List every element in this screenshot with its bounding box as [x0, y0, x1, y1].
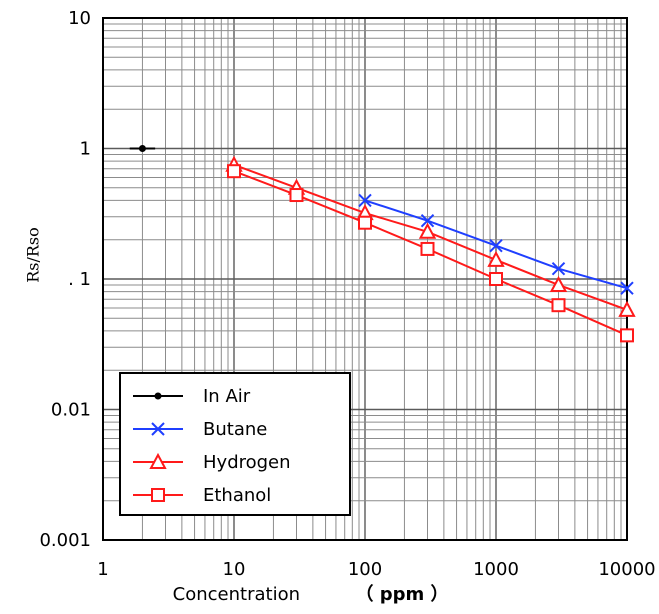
data-point-butane-stroke-b	[620, 281, 634, 295]
x-axis-unit: （ ppm ）	[355, 584, 448, 605]
legend-label-butane: Butane	[203, 419, 267, 440]
x-tick-label: 100	[348, 559, 382, 580]
legend-item-hydrogen: Hydrogen	[133, 452, 291, 473]
y-tick-label: 0.01	[51, 400, 91, 421]
y-axis-title: Rs/Rso	[24, 227, 43, 283]
y-tick-label: 0.001	[39, 530, 91, 551]
x-tick-label: 1000	[473, 559, 519, 580]
data-point-ethanol	[620, 328, 634, 343]
data-point-butane	[489, 238, 503, 253]
legend-items: In Air Butane Hydrogen Ethanol	[133, 386, 291, 506]
x-tick-label: 10	[223, 559, 246, 580]
series-ethanol	[227, 164, 634, 343]
legend-label-ethanol: Ethanol	[203, 485, 271, 506]
data-point-butane-stroke-b	[551, 261, 566, 276]
data-point-butane	[620, 281, 634, 295]
plot-frame	[102, 17, 628, 541]
y-axis-label: Rs/Rso	[24, 227, 43, 283]
legend-marker-hydrogen	[149, 452, 167, 469]
data-point-ethanol	[420, 241, 435, 256]
series-layer	[129, 145, 636, 343]
legend: In Air Butane Hydrogen Ethanol	[119, 372, 351, 516]
data-point-butane	[551, 261, 566, 276]
data-point-butane	[420, 213, 435, 228]
data-point-ethanol	[227, 164, 241, 179]
legend-marker-ethanol	[151, 488, 165, 502]
data-point-in-air	[138, 145, 146, 152]
x-tick-label: 1	[97, 559, 108, 580]
tick-label-layer: 1 10 100 1000 10000 0.001 0.01 . 1 1 10	[39, 8, 655, 580]
legend-item-ethanol: Ethanol	[133, 485, 271, 506]
x-tick-label: 10000	[598, 559, 655, 580]
legend-item-in-air: In Air	[133, 386, 251, 407]
legend-marker-butane-stroke-b	[151, 422, 165, 436]
data-point-ethanol	[358, 215, 372, 230]
y-tick-label: 1	[80, 139, 91, 160]
data-point-butane-stroke-b	[358, 193, 372, 208]
data-point-ethanol	[289, 188, 304, 203]
data-point-butane	[358, 193, 372, 208]
data-point-butane-stroke-b	[489, 238, 503, 253]
series-hydrogen	[225, 155, 636, 317]
data-point-ethanol	[551, 298, 566, 313]
legend-marker-in-air	[154, 392, 162, 400]
data-point-hydrogen	[418, 222, 437, 239]
data-point-hydrogen	[618, 300, 636, 317]
legend-label-hydrogen: Hydrogen	[203, 452, 291, 473]
legend-item-butane: Butane	[133, 419, 267, 440]
x-axis-label: Concentration	[173, 584, 300, 605]
data-point-hydrogen	[487, 250, 505, 267]
data-point-butane-stroke-b	[420, 213, 435, 228]
legend-label-in-air: In Air	[203, 386, 251, 407]
series-in-air	[129, 145, 156, 152]
y-tick-label: 10	[68, 8, 91, 29]
y-tick-label: . 1	[68, 269, 91, 290]
legend-marker-butane	[151, 422, 165, 436]
data-point-ethanol	[489, 272, 503, 286]
series-butane	[358, 193, 634, 295]
data-point-hydrogen	[549, 275, 568, 292]
